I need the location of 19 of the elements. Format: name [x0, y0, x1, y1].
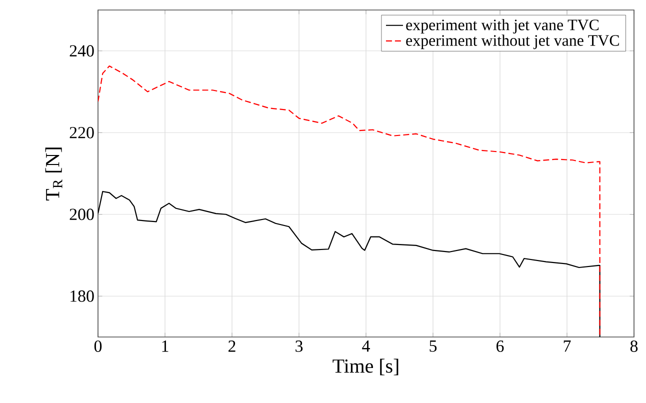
y-tick-label: 240: [70, 45, 94, 57]
x-tick-label: 8: [630, 340, 638, 352]
x-tick-label: 4: [362, 340, 370, 352]
y-tick-label: 220: [70, 126, 94, 138]
x-tick-label: 6: [496, 340, 504, 352]
x-axis-title: Time [s]: [332, 358, 398, 376]
y-axis-title: T$_{R}$ [N]: [45, 148, 62, 200]
legend-label: experiment without jet vane TVC: [406, 34, 619, 50]
line-series: [98, 65, 600, 337]
y-tick-label: 200: [70, 208, 94, 220]
x-tick-label: 3: [296, 340, 303, 352]
x-tick-label: 7: [564, 340, 571, 352]
line-series: [98, 190, 600, 337]
x-tick-label: 0: [94, 340, 102, 352]
x-tick-label: 5: [430, 340, 437, 352]
y-tick-label: 180: [70, 290, 94, 302]
x-tick-label: 2: [228, 340, 236, 352]
legend-label: experiment with jet vane TVC: [406, 19, 599, 34]
x-tick-label: 1: [162, 340, 168, 352]
